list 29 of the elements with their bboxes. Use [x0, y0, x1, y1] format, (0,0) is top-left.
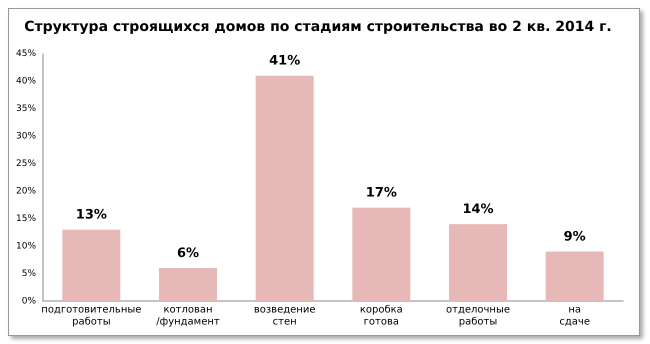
- data-label: 9%: [564, 229, 586, 244]
- x-tick-label: на сдаче: [559, 304, 590, 328]
- x-tick-label: коробка готова: [360, 304, 403, 328]
- x-tick-label: отделочные работы: [446, 304, 510, 328]
- bar: [159, 268, 218, 301]
- data-label: 17%: [366, 185, 397, 200]
- bar: [62, 230, 120, 301]
- y-tick-label: 10%: [16, 241, 36, 252]
- x-tick-label: подготовительные работы: [41, 304, 142, 328]
- bar: [449, 224, 507, 301]
- y-tick-label: 45%: [16, 49, 36, 60]
- y-tick-label: 20%: [16, 186, 36, 196]
- data-label: 14%: [462, 202, 494, 217]
- y-tick-label: 30%: [16, 132, 36, 142]
- y-tick-label: 25%: [16, 159, 36, 170]
- data-label: 41%: [269, 54, 300, 69]
- y-tick-label: 35%: [16, 104, 36, 114]
- bar: [352, 208, 410, 301]
- data-label: 13%: [76, 207, 107, 222]
- bar: [256, 76, 314, 301]
- y-tick-label: 40%: [16, 76, 36, 87]
- x-tick-label: возведение стен: [254, 304, 316, 328]
- y-tick-label: 0%: [22, 296, 36, 306]
- x-tick-label: котлован /фундамент: [156, 304, 220, 328]
- chart-title: Структура строящихся домов по стадиям строительства во 2 кв. 2014 г.: [24, 19, 612, 36]
- y-tick-label: 5%: [22, 268, 36, 279]
- data-label: 6%: [176, 246, 200, 261]
- y-tick-label: 15%: [16, 214, 36, 224]
- bar: [546, 252, 604, 301]
